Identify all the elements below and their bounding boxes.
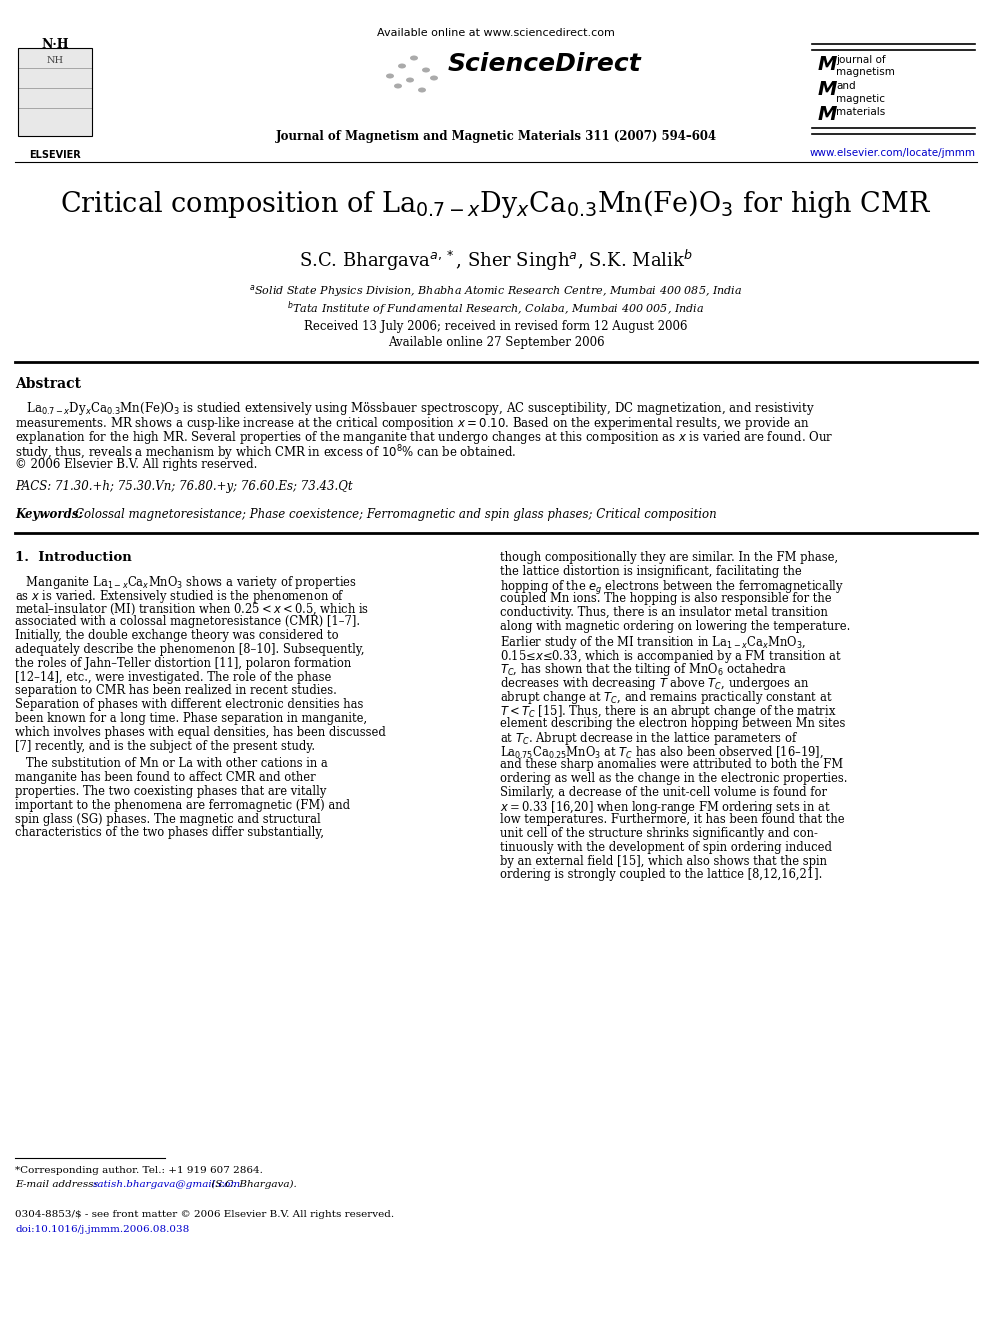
Text: M: M (818, 105, 837, 124)
Text: $^b$Tata Institute of Fundamental Research, Colaba, Mumbai 400 005, India: $^b$Tata Institute of Fundamental Resear… (288, 299, 704, 318)
Text: associated with a colossal magnetoresistance (CMR) [1–7].: associated with a colossal magnetoresist… (15, 615, 360, 628)
Text: (S.C. Bhargava).: (S.C. Bhargava). (208, 1180, 297, 1189)
Text: ELSEVIER: ELSEVIER (29, 149, 81, 160)
Text: separation to CMR has been realized in recent studies.: separation to CMR has been realized in r… (15, 684, 337, 697)
Text: $T_C$, has shown that the tilting of MnO$_6$ octahedra: $T_C$, has shown that the tilting of MnO… (500, 662, 787, 679)
Text: [12–14], etc., were investigated. The role of the phase: [12–14], etc., were investigated. The ro… (15, 671, 331, 684)
Text: La$_{0.75}$Ca$_{0.25}$MnO$_3$ at $T_C$ has also been observed [16–19],: La$_{0.75}$Ca$_{0.25}$MnO$_3$ at $T_C$ h… (500, 745, 823, 759)
Text: ScienceDirect: ScienceDirect (448, 52, 642, 75)
Text: Keywords:: Keywords: (15, 508, 87, 521)
Text: 0.15≤$x$≤0.33, which is accompanied by a FM transition at: 0.15≤$x$≤0.33, which is accompanied by a… (500, 647, 842, 664)
Text: element describing the electron hopping between Mn sites: element describing the electron hopping … (500, 717, 845, 729)
Text: and: and (836, 81, 856, 91)
Text: though compositionally they are similar. In the FM phase,: though compositionally they are similar.… (500, 550, 838, 564)
Text: satish.bhargava@gmail.com: satish.bhargava@gmail.com (93, 1180, 241, 1189)
Text: © 2006 Elsevier B.V. All rights reserved.: © 2006 Elsevier B.V. All rights reserved… (15, 458, 257, 471)
Text: measurements. MR shows a cusp-like increase at the critical composition $x=0.10$: measurements. MR shows a cusp-like incre… (15, 414, 809, 431)
Text: conductivity. Thus, there is an insulator metal transition: conductivity. Thus, there is an insulato… (500, 606, 828, 619)
Text: at $T_C$. Abrupt decrease in the lattice parameters of: at $T_C$. Abrupt decrease in the lattice… (500, 730, 798, 747)
Text: unit cell of the structure shrinks significantly and con-: unit cell of the structure shrinks signi… (500, 827, 817, 840)
Text: Journal of Magnetism and Magnetic Materials 311 (2007) 594–604: Journal of Magnetism and Magnetic Materi… (276, 130, 716, 143)
Text: The substitution of Mn or La with other cations in a: The substitution of Mn or La with other … (15, 757, 327, 770)
Text: journal of: journal of (836, 56, 886, 65)
Text: hopping of the $e_g$ electrons between the ferromagnetically: hopping of the $e_g$ electrons between t… (500, 578, 844, 597)
Text: Initially, the double exchange theory was considered to: Initially, the double exchange theory wa… (15, 630, 338, 642)
Text: tinuously with the development of spin ordering induced: tinuously with the development of spin o… (500, 841, 832, 853)
Text: Earlier study of the MI transition in La$_{1-x}$Ca$_x$MnO$_3$,: Earlier study of the MI transition in La… (500, 634, 806, 651)
Text: as $x$ is varied. Extensively studied is the phenomenon of: as $x$ is varied. Extensively studied is… (15, 587, 345, 605)
Text: and these sharp anomalies were attributed to both the FM: and these sharp anomalies were attribute… (500, 758, 843, 771)
Text: Available online at www.sciencedirect.com: Available online at www.sciencedirect.co… (377, 28, 615, 38)
Text: NH: NH (47, 56, 63, 65)
Ellipse shape (398, 64, 406, 69)
Text: M: M (818, 56, 837, 74)
Text: adequately describe the phenomenon [8–10]. Subsequently,: adequately describe the phenomenon [8–10… (15, 643, 364, 656)
Text: ordering is strongly coupled to the lattice [8,12,16,21].: ordering is strongly coupled to the latt… (500, 868, 822, 881)
Text: E-mail address:: E-mail address: (15, 1180, 100, 1189)
Text: been known for a long time. Phase separation in manganite,: been known for a long time. Phase separa… (15, 712, 367, 725)
Text: S.C. Bhargava$^{a,*}$, Sher Singh$^a$, S.K. Malik$^b$: S.C. Bhargava$^{a,*}$, Sher Singh$^a$, S… (300, 247, 692, 274)
Text: *Corresponding author. Tel.: +1 919 607 2864.: *Corresponding author. Tel.: +1 919 607 … (15, 1166, 263, 1175)
Text: materials: materials (836, 107, 885, 116)
Text: low temperatures. Furthermore, it has been found that the: low temperatures. Furthermore, it has be… (500, 814, 844, 826)
Text: properties. The two coexisting phases that are vitally: properties. The two coexisting phases th… (15, 785, 326, 798)
Text: along with magnetic ordering on lowering the temperature.: along with magnetic ordering on lowering… (500, 620, 850, 632)
Text: decreases with decreasing $T$ above $T_C$, undergoes an: decreases with decreasing $T$ above $T_C… (500, 675, 809, 692)
Text: coupled Mn ions. The hopping is also responsible for the: coupled Mn ions. The hopping is also res… (500, 593, 831, 606)
Text: the lattice distortion is insignificant, facilitating the: the lattice distortion is insignificant,… (500, 565, 802, 578)
Ellipse shape (406, 78, 414, 82)
Text: Manganite La$_{1-x}$Ca$_x$MnO$_3$ shows a variety of properties: Manganite La$_{1-x}$Ca$_x$MnO$_3$ shows … (15, 574, 357, 591)
Ellipse shape (418, 87, 426, 93)
Text: N·H: N·H (42, 38, 68, 52)
Ellipse shape (430, 75, 438, 81)
Text: www.elsevier.com/locate/jmmm: www.elsevier.com/locate/jmmm (810, 148, 976, 157)
Ellipse shape (410, 56, 418, 61)
Text: Received 13 July 2006; received in revised form 12 August 2006: Received 13 July 2006; received in revis… (305, 320, 687, 333)
Ellipse shape (386, 74, 394, 78)
Text: Colossal magnetoresistance; Phase coexistence; Ferromagnetic and spin glass phas: Colossal magnetoresistance; Phase coexis… (75, 508, 717, 521)
Ellipse shape (394, 83, 402, 89)
Text: explanation for the high MR. Several properties of the manganite that undergo ch: explanation for the high MR. Several pro… (15, 429, 833, 446)
Text: M: M (818, 79, 837, 99)
Text: by an external field [15], which also shows that the spin: by an external field [15], which also sh… (500, 855, 827, 868)
Text: $x$ = 0.33 [16,20] when long-range FM ordering sets in at: $x$ = 0.33 [16,20] when long-range FM or… (500, 799, 830, 816)
Text: spin glass (SG) phases. The magnetic and structural: spin glass (SG) phases. The magnetic and… (15, 812, 320, 826)
Text: magnetism: magnetism (836, 67, 895, 77)
Ellipse shape (422, 67, 430, 73)
Text: Available online 27 September 2006: Available online 27 September 2006 (388, 336, 604, 349)
Text: important to the phenomena are ferromagnetic (FM) and: important to the phenomena are ferromagn… (15, 799, 350, 812)
Text: doi:10.1016/j.jmmm.2006.08.038: doi:10.1016/j.jmmm.2006.08.038 (15, 1225, 189, 1234)
Text: manganite has been found to affect CMR and other: manganite has been found to affect CMR a… (15, 771, 315, 785)
Text: $^a$Solid State Physics Division, Bhabha Atomic Research Centre, Mumbai 400 085,: $^a$Solid State Physics Division, Bhabha… (249, 283, 743, 299)
Text: abrupt change at $T_C$, and remains practically constant at: abrupt change at $T_C$, and remains prac… (500, 689, 832, 706)
Text: Critical composition of La$_{0.7-x}$Dy$_x$Ca$_{0.3}$Mn(Fe)O$_3$ for high CMR: Critical composition of La$_{0.7-x}$Dy$_… (61, 188, 931, 220)
Text: PACS: 71.30.+h; 75.30.Vn; 76.80.+y; 76.60.Es; 73.43.Qt: PACS: 71.30.+h; 75.30.Vn; 76.80.+y; 76.6… (15, 480, 352, 493)
Text: characteristics of the two phases differ substantially,: characteristics of the two phases differ… (15, 827, 324, 839)
Text: which involves phases with equal densities, has been discussed: which involves phases with equal densiti… (15, 726, 386, 738)
Text: 0304-8853/$ - see front matter © 2006 Elsevier B.V. All rights reserved.: 0304-8853/$ - see front matter © 2006 El… (15, 1211, 394, 1218)
Text: Abstract: Abstract (15, 377, 81, 392)
Text: study, thus, reveals a mechanism by which CMR in excess of $10^8$% can be obtain: study, thus, reveals a mechanism by whic… (15, 443, 517, 463)
Text: the roles of Jahn–Teller distortion [11], polaron formation: the roles of Jahn–Teller distortion [11]… (15, 656, 351, 669)
Text: magnetic: magnetic (836, 94, 885, 105)
Text: Separation of phases with different electronic densities has: Separation of phases with different elec… (15, 699, 363, 712)
Text: La$_{0.7-x}$Dy$_x$Ca$_{0.3}$Mn(Fe)O$_3$ is studied extensively using Mössbauer s: La$_{0.7-x}$Dy$_x$Ca$_{0.3}$Mn(Fe)O$_3$ … (15, 400, 815, 417)
Bar (18, 48, 92, 136)
Text: metal–insulator (MI) transition when 0.25 < $x$ < 0.5, which is: metal–insulator (MI) transition when 0.2… (15, 602, 369, 617)
Text: 1.  Introduction: 1. Introduction (15, 550, 132, 564)
Text: ordering as well as the change in the electronic properties.: ordering as well as the change in the el… (500, 771, 847, 785)
Text: Similarly, a decrease of the unit-cell volume is found for: Similarly, a decrease of the unit-cell v… (500, 786, 827, 799)
Text: $T$ < $T_C$ [15]. Thus, there is an abrupt change of the matrix: $T$ < $T_C$ [15]. Thus, there is an abru… (500, 703, 836, 720)
Text: [7] recently, and is the subject of the present study.: [7] recently, and is the subject of the … (15, 740, 315, 753)
